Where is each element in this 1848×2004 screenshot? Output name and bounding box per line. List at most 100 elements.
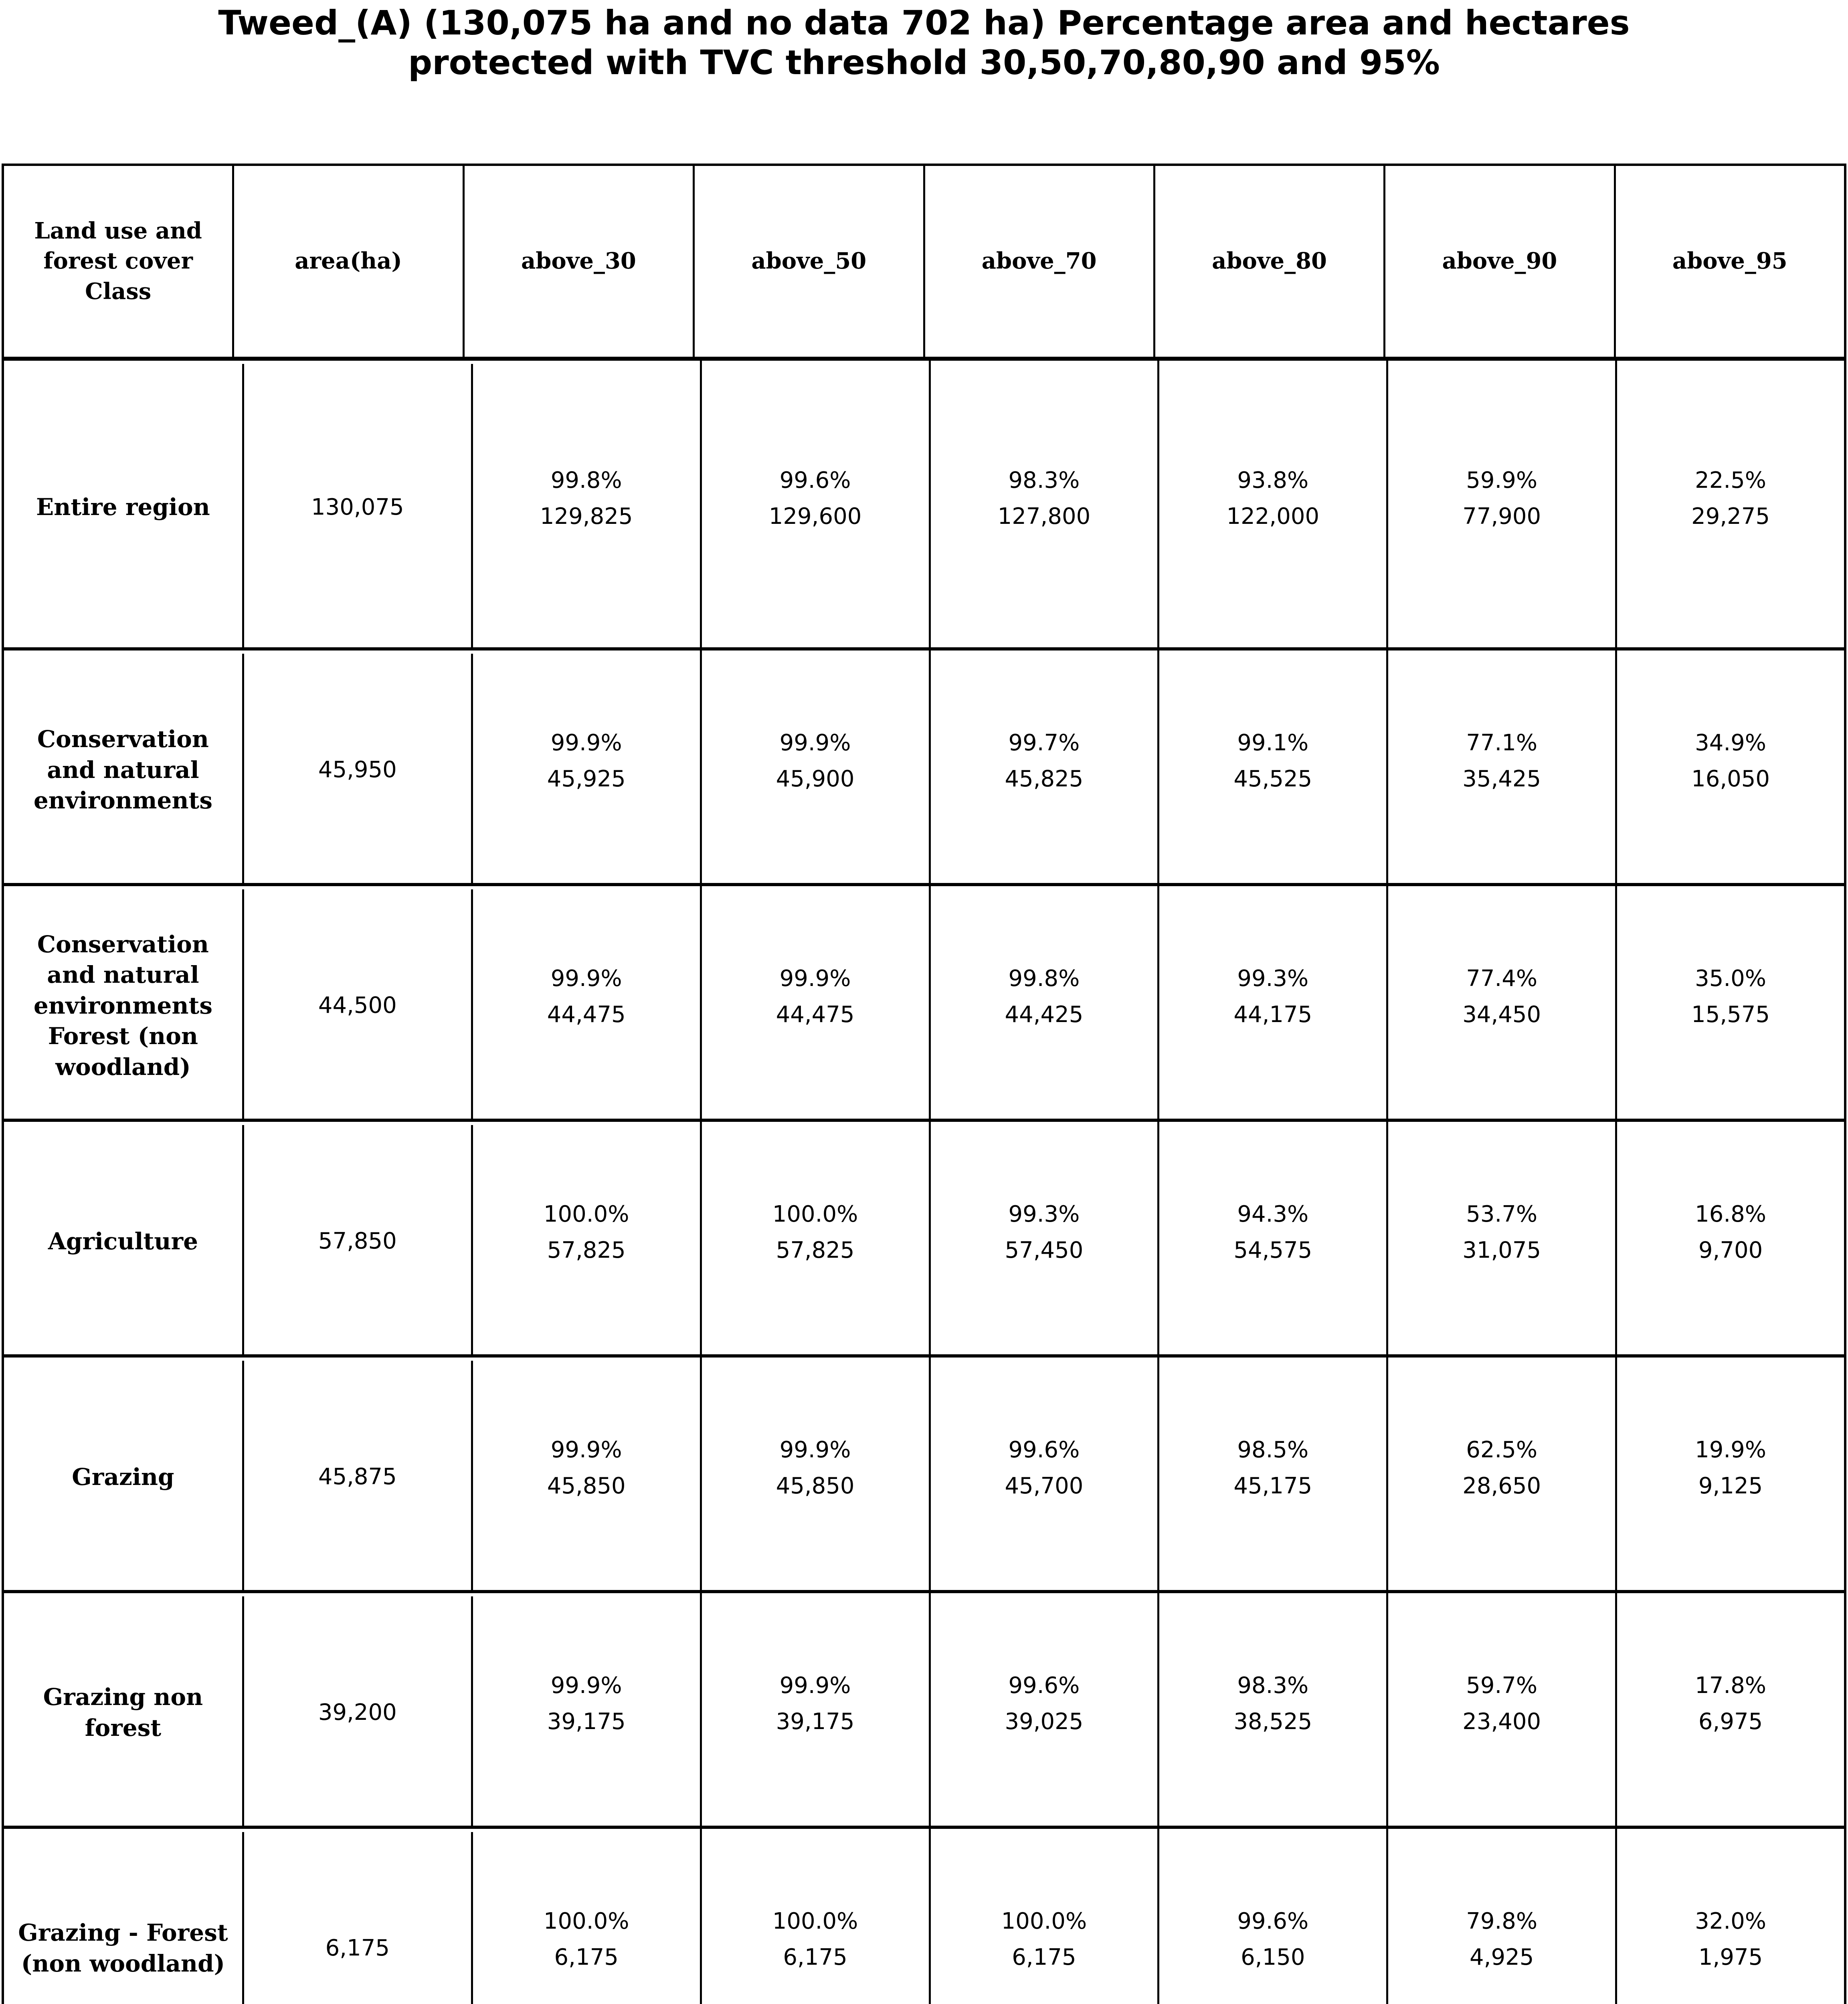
hectares-value: 45,175 (1233, 1473, 1312, 1499)
percent-value: 99.9% (550, 1673, 622, 1699)
threshold-cell: 99.3% 44,175 (1159, 886, 1389, 1119)
percent-hectares-pair: 77.1% 35,425 (1462, 725, 1541, 797)
percent-value: 34.9% (1695, 730, 1766, 756)
hectares-value: 45,825 (1005, 766, 1084, 792)
percent-value: 79.8% (1466, 1908, 1538, 1935)
threshold-cell: 99.6% 6,150 (1159, 1829, 1389, 2004)
percent-value: 99.6% (1008, 1437, 1080, 1463)
percent-hectares-pair: 99.9% 39,175 (547, 1668, 626, 1739)
area-value: 39,200 (244, 1596, 473, 1829)
percent-value: 16.8% (1695, 1201, 1767, 1228)
percent-value: 99.9% (779, 1437, 851, 1463)
percent-hectares-pair: 100.0% 57,825 (544, 1196, 629, 1268)
percent-hectares-pair: 98.3% 38,525 (1233, 1668, 1312, 1739)
hectares-value: 45,850 (547, 1473, 626, 1499)
threshold-cell: 100.0% 57,825 (702, 1122, 931, 1354)
area-value: 57,850 (244, 1125, 473, 1358)
area-value: 45,950 (244, 654, 473, 886)
percent-hectares-pair: 99.6% 39,025 (1005, 1668, 1083, 1739)
percent-hectares-pair: 79.8% 4,925 (1466, 1903, 1537, 1975)
threshold-cell: 99.9% 45,900 (702, 650, 931, 883)
percent-value: 59.7% (1466, 1673, 1538, 1699)
hectares-value: 127,800 (997, 503, 1091, 529)
percent-hectares-pair: 99.6% 45,700 (1005, 1432, 1083, 1504)
threshold-cell: 99.6% 129,600 (702, 361, 931, 647)
column-header-class: Land use and forest cover Class (4, 166, 235, 357)
threshold-cell: 99.6% 39,025 (931, 1593, 1160, 1826)
percent-value: 19.9% (1695, 1437, 1767, 1463)
hectares-value: 44,475 (547, 1002, 626, 1028)
percent-value: 100.0% (772, 1201, 858, 1228)
table-row: Grazing non forest 39,200 99.9% 39,175 99.9%… (4, 1593, 1844, 1829)
percent-hectares-pair: 99.3% 57,450 (1005, 1196, 1083, 1268)
hectares-value: 45,850 (776, 1473, 855, 1499)
threshold-cell: 99.9% 45,850 (702, 1358, 931, 1590)
hectares-value: 23,400 (1462, 1709, 1541, 1735)
row-label: Entire region (4, 364, 244, 650)
hectares-value: 39,175 (547, 1709, 626, 1735)
percent-value: 99.3% (1237, 966, 1309, 992)
threshold-cell: 98.3% 127,800 (931, 361, 1160, 647)
column-header-above-70: above_70 (925, 166, 1155, 357)
threshold-cell: 99.8% 44,425 (931, 886, 1160, 1119)
percent-value: 99.9% (550, 730, 622, 756)
percent-value: 17.8% (1695, 1673, 1767, 1699)
percent-hectares-pair: 62.5% 28,650 (1462, 1432, 1541, 1504)
percent-value: 94.3% (1237, 1201, 1309, 1228)
threshold-cell: 99.9% 39,175 (702, 1593, 931, 1826)
threshold-cell: 19.9% 9,125 (1617, 1358, 1844, 1590)
table-row: Agriculture 57,850 100.0% 57,825 100.0% 57,82… (4, 1122, 1844, 1358)
percent-hectares-pair: 22.5% 29,275 (1691, 463, 1770, 534)
percent-value: 77.4% (1466, 966, 1538, 992)
percent-value: 77.1% (1466, 730, 1538, 756)
percent-hectares-pair: 59.9% 77,900 (1462, 463, 1541, 534)
threshold-cell: 34.9% 16,050 (1617, 650, 1844, 883)
percent-value: 99.6% (1237, 1908, 1309, 1935)
hectares-value: 9,125 (1698, 1473, 1763, 1499)
percent-value: 99.7% (1008, 730, 1080, 756)
percent-hectares-pair: 17.8% 6,975 (1695, 1668, 1766, 1739)
column-header-above-80: above_80 (1155, 166, 1386, 357)
percent-value: 99.9% (779, 730, 851, 756)
hectares-value: 129,600 (768, 503, 862, 529)
threshold-cell: 99.8% 129,825 (473, 361, 702, 647)
threshold-cell: 79.8% 4,925 (1388, 1829, 1618, 2004)
area-value: 6,175 (244, 1832, 473, 2004)
hectares-value: 44,425 (1005, 1002, 1084, 1028)
percent-hectares-pair: 93.8% 122,000 (1227, 463, 1320, 534)
threshold-cell: 99.6% 45,700 (931, 1358, 1160, 1590)
hectares-value: 4,925 (1470, 1944, 1534, 1970)
percent-value: 99.9% (550, 966, 622, 992)
area-value: 130,075 (244, 364, 473, 650)
hectares-value: 34,450 (1462, 1002, 1541, 1028)
percent-hectares-pair: 98.3% 127,800 (998, 463, 1091, 534)
hectares-value: 44,475 (776, 1002, 855, 1028)
threshold-cell: 77.1% 35,425 (1388, 650, 1618, 883)
table-row: Entire region 130,075 99.8% 129,825 99.6% 129… (4, 361, 1844, 650)
threshold-cell: 17.8% 6,975 (1617, 1593, 1844, 1826)
column-header-area: area(ha) (234, 166, 465, 357)
hectares-value: 6,175 (554, 1944, 619, 1970)
percent-hectares-pair: 100.0% 6,175 (1001, 1903, 1087, 1975)
page-title-line2: protected with TVC threshold 30,50,70,80… (408, 43, 1440, 83)
hectares-value: 129,825 (540, 503, 633, 529)
threshold-cell: 59.9% 77,900 (1388, 361, 1618, 647)
percent-hectares-pair: 98.5% 45,175 (1233, 1432, 1312, 1504)
percent-value: 99.6% (1008, 1673, 1080, 1699)
page-title: Tweed_(A) (130,075 ha and no data 702 ha… (0, 3, 1848, 83)
table-row: Conservation and natural environments Fo… (4, 886, 1844, 1122)
threshold-cell: 59.7% 23,400 (1388, 1593, 1618, 1826)
percent-value: 99.9% (779, 1673, 851, 1699)
threshold-cell: 99.1% 45,525 (1159, 650, 1389, 883)
hectares-value: 31,075 (1462, 1237, 1541, 1263)
row-label: Conservation and natural environments (4, 654, 244, 886)
percent-hectares-pair: 99.8% 44,425 (1005, 961, 1083, 1032)
percent-hectares-pair: 59.7% 23,400 (1462, 1668, 1541, 1739)
percent-hectares-pair: 35.0% 15,575 (1691, 961, 1770, 1032)
hectares-value: 45,525 (1233, 766, 1312, 792)
column-header-above-30: above_30 (465, 166, 695, 357)
row-label: Grazing non forest (4, 1596, 244, 1829)
hectares-value: 9,700 (1698, 1237, 1763, 1263)
percent-hectares-pair: 100.0% 6,175 (772, 1903, 858, 1975)
threshold-cell: 32.0% 1,975 (1617, 1829, 1844, 2004)
